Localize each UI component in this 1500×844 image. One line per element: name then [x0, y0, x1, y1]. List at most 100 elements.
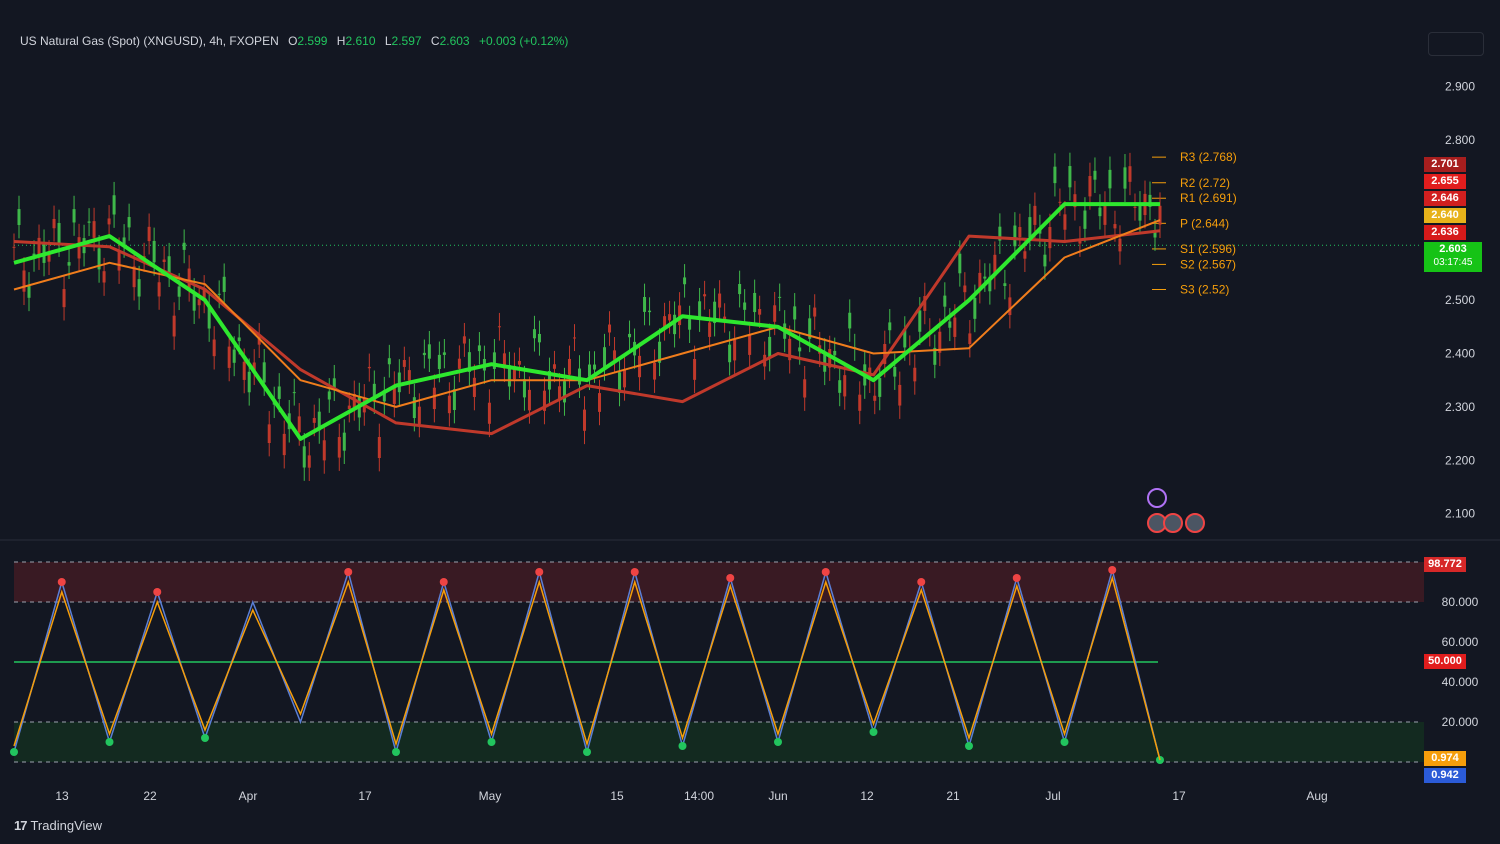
- candle-body: [167, 256, 171, 274]
- us-flag-event-icon: [1185, 513, 1205, 533]
- candle-body: [127, 217, 131, 228]
- candle-body: [512, 365, 516, 380]
- candle-body: [923, 296, 927, 311]
- pivot-label: R2 (2.72): [1180, 176, 1230, 190]
- candle-body: [487, 402, 491, 424]
- candle-body: [182, 242, 186, 250]
- price-tag-value: 2.636: [1431, 226, 1459, 238]
- candle-body: [938, 331, 942, 353]
- candle-body: [77, 237, 81, 259]
- osc-signal-dot: [344, 568, 353, 576]
- candle-body: [212, 339, 216, 357]
- symbol-title[interactable]: US Natural Gas (Spot) (XNGUSD), 4h, FXOP…: [20, 34, 279, 48]
- candle-body: [257, 336, 261, 345]
- time-tick-label: 17: [1172, 789, 1186, 803]
- price-tag-value: 2.646: [1431, 192, 1459, 204]
- candle-body: [402, 360, 406, 367]
- osc-signal-dot: [678, 742, 687, 750]
- candle-body: [1033, 205, 1037, 225]
- candle-body: [162, 259, 166, 263]
- candle-body: [588, 364, 592, 377]
- high-value: 2.610: [345, 34, 376, 48]
- candle-body: [608, 324, 612, 333]
- candle-body: [913, 367, 917, 382]
- candle-body: [1103, 204, 1107, 225]
- candle-body: [87, 221, 91, 223]
- candle-body: [1158, 205, 1162, 225]
- candle-body: [738, 284, 742, 295]
- us-flag-event-icon: [1163, 513, 1183, 533]
- candle-body: [838, 380, 842, 393]
- top-right-button[interactable]: [1428, 32, 1484, 56]
- candle-body: [207, 307, 211, 329]
- candle-body: [1018, 227, 1022, 237]
- candle-body: [1128, 166, 1132, 182]
- candle-body: [598, 393, 602, 412]
- candle-body: [1083, 210, 1087, 229]
- candle-body: [813, 307, 817, 317]
- candle-body: [122, 237, 126, 245]
- candle-body: [37, 237, 41, 257]
- low-value: 2.597: [391, 34, 422, 48]
- candle-body: [342, 432, 346, 451]
- candle-body: [557, 386, 561, 399]
- tradingview-logo[interactable]: 17 TradingView: [14, 818, 102, 833]
- osc-signal-dot: [965, 742, 973, 750]
- candle-body: [552, 364, 556, 369]
- candle-body: [117, 250, 121, 271]
- candle-body: [382, 390, 386, 402]
- osc-tick-label: 80.000: [1442, 595, 1479, 609]
- high-label: H: [336, 34, 346, 48]
- price-tag: 2.655: [1424, 174, 1466, 189]
- candle-body: [27, 285, 31, 298]
- candle-body: [387, 358, 391, 365]
- pivot-label: S2 (2.567): [1180, 257, 1236, 271]
- candle-body: [332, 378, 336, 388]
- candle-body: [873, 395, 877, 401]
- candle-body: [72, 209, 76, 223]
- candle-body: [968, 333, 972, 345]
- overbought-zone: [14, 562, 1424, 602]
- candle-body: [698, 301, 702, 319]
- candle-body: [327, 391, 331, 400]
- candle-body: [52, 218, 56, 229]
- candle-body: [137, 279, 141, 297]
- countdown-timer: 03:17:45: [1433, 257, 1473, 268]
- pivot-label: P (2.644): [1180, 216, 1229, 230]
- candle-body: [187, 268, 191, 289]
- candle-body: [943, 295, 947, 307]
- candle-body: [858, 394, 862, 411]
- candle-body: [648, 310, 652, 313]
- osc-signal-dot: [439, 578, 448, 586]
- candle-body: [1073, 194, 1077, 208]
- candle-body: [978, 272, 982, 291]
- candle-body: [12, 246, 16, 248]
- candle-body: [723, 316, 727, 320]
- candle-body: [748, 335, 752, 355]
- price-tag: 2.603 03:17:45: [1424, 242, 1482, 272]
- candle-body: [703, 294, 707, 297]
- candle-body: [1063, 214, 1067, 230]
- osc-tick-label: 20.000: [1442, 715, 1479, 729]
- candle-body: [1088, 176, 1092, 197]
- candle-body: [988, 276, 992, 292]
- candle-body: [432, 387, 436, 410]
- candle-body: [713, 301, 717, 324]
- candle-body: [437, 354, 441, 369]
- candle-body: [678, 305, 682, 326]
- candle-body: [247, 371, 251, 393]
- candle-body: [267, 424, 271, 444]
- candle-body: [22, 270, 26, 292]
- candle-body: [157, 282, 161, 297]
- candle-body: [542, 390, 546, 411]
- candle-body: [1108, 169, 1112, 189]
- price-tick-label: 2.500: [1445, 293, 1475, 307]
- time-tick-label: Jun: [768, 789, 787, 803]
- candle-body: [317, 411, 321, 431]
- candle-body: [107, 218, 111, 225]
- candle-body: [1023, 251, 1027, 259]
- time-tick-label: 17: [358, 789, 372, 803]
- candle-body: [62, 289, 66, 308]
- candle-body: [958, 253, 962, 274]
